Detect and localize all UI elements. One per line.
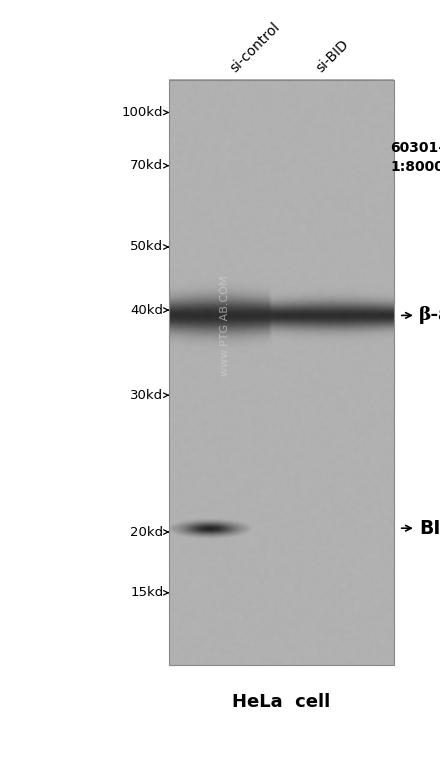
- Text: BID: BID: [419, 518, 440, 537]
- Text: www.PTG AB.COM: www.PTG AB.COM: [220, 275, 231, 376]
- Text: β-actin: β-actin: [419, 306, 440, 325]
- Text: si-control: si-control: [228, 20, 283, 74]
- Text: 50kd: 50kd: [130, 240, 163, 254]
- Text: 100kd: 100kd: [122, 106, 163, 119]
- Text: 20kd: 20kd: [130, 525, 163, 539]
- Text: si-BID: si-BID: [314, 36, 352, 74]
- Text: 70kd: 70kd: [130, 159, 163, 173]
- Text: 30kd: 30kd: [130, 388, 163, 402]
- Bar: [169, 80, 394, 665]
- Text: 15kd: 15kd: [130, 586, 163, 600]
- Text: HeLa  cell: HeLa cell: [232, 693, 331, 711]
- Text: 60301-1-Ig
1:8000: 60301-1-Ig 1:8000: [390, 141, 440, 174]
- Text: 40kd: 40kd: [130, 303, 163, 317]
